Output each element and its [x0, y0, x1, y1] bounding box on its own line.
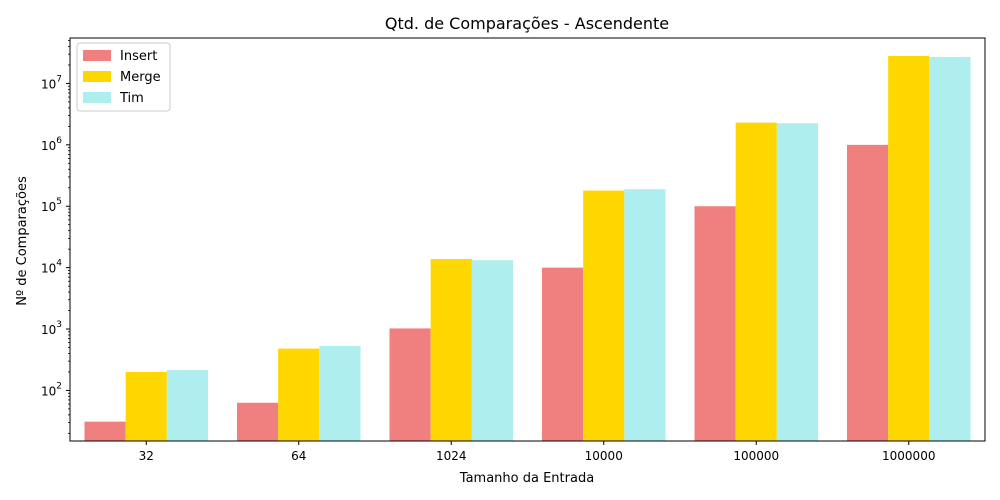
legend-label-insert: Insert [120, 49, 157, 64]
y-axis-label: Nº de Comparações [15, 176, 30, 306]
bar-tim-10000 [624, 189, 666, 441]
legend: Insert Merge Tim [76, 42, 171, 112]
axes-frame [69, 37, 986, 442]
bar-merge-64 [278, 348, 320, 441]
y-tick-label: 105 [41, 197, 62, 214]
bar-merge-10000 [583, 190, 625, 441]
y-tick-label: 102 [41, 381, 62, 398]
bar-tim-1024 [471, 260, 514, 441]
bar-merge-32 [125, 371, 167, 441]
bar-insert-100000 [694, 206, 736, 441]
legend-label-merge: Merge [120, 70, 161, 85]
x-tick-label: 64 [291, 449, 306, 463]
x-axis-label: Tamanho da Entrada [459, 471, 594, 486]
bar-insert-64 [236, 402, 279, 441]
bar-merge-100000 [735, 122, 777, 441]
y-tick-label: 106 [41, 136, 62, 153]
x-tick-label: 1000000 [882, 449, 935, 463]
bar-tim-64 [319, 345, 361, 441]
bar-merge-1024 [430, 259, 472, 441]
bar-insert-1024 [389, 328, 431, 441]
bar-tim-32 [166, 370, 209, 441]
bar-insert-10000 [541, 267, 584, 441]
y-tick-label: 103 [41, 320, 62, 337]
x-tick-label: 10000 [585, 449, 623, 463]
legend-swatch-tim [83, 92, 111, 103]
chart-title: Qtd. de Comparações - Ascendente [385, 14, 669, 33]
x-tick-label: 32 [139, 449, 154, 463]
bar-insert-1000000 [846, 144, 889, 441]
x-tick-label: 1024 [436, 449, 467, 463]
bar-tim-100000 [776, 123, 819, 441]
legend-label-tim: Tim [119, 91, 144, 106]
y-tick-label: 107 [41, 74, 62, 91]
bar-merge-1000000 [888, 56, 930, 441]
plot-area: 32 64 1024 10000 100000 1000000 102 103 104 105 10… [41, 37, 986, 463]
x-tick-label: 100000 [733, 449, 779, 463]
bar-tim-1000000 [929, 56, 971, 441]
legend-swatch-merge [83, 71, 111, 82]
y-tick-label: 104 [41, 259, 62, 276]
bar-insert-32 [84, 421, 126, 441]
legend-swatch-insert [83, 50, 111, 61]
